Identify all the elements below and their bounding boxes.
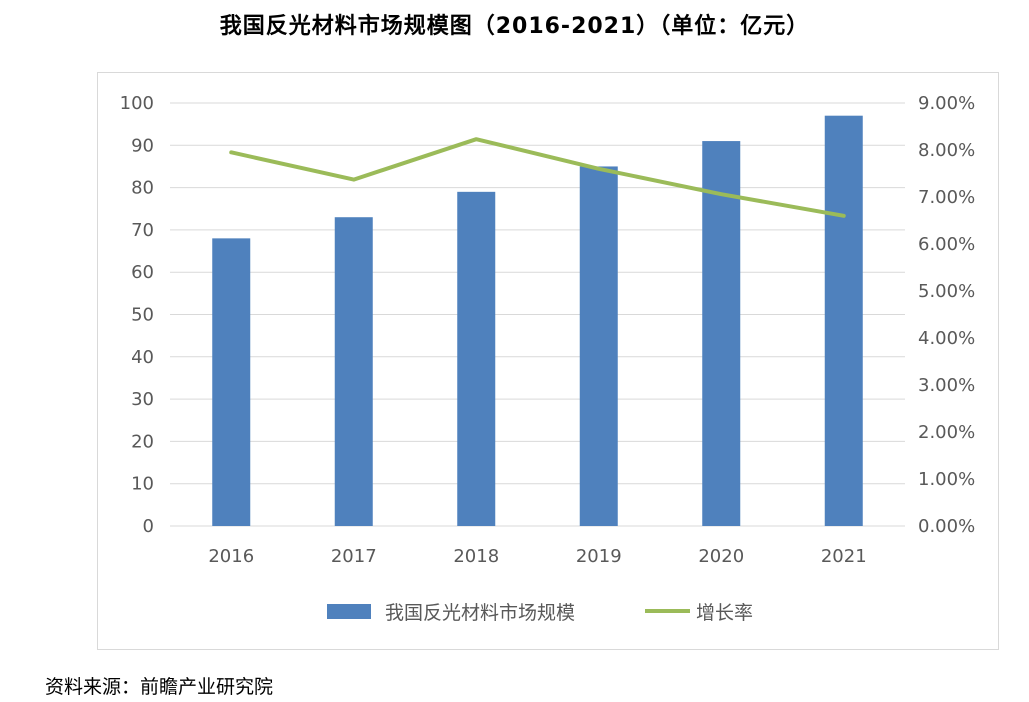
legend-bar-label: 我国反光材料市场规模 bbox=[385, 602, 575, 624]
x-tick-label: 2017 bbox=[331, 546, 377, 567]
x-tick-label: 2021 bbox=[821, 546, 867, 567]
right-tick-label: 2.00% bbox=[918, 422, 975, 443]
legend: 我国反光材料市场规模 增长率 bbox=[327, 602, 753, 624]
gridlines bbox=[170, 102, 905, 527]
right-tick-label: 0.00% bbox=[918, 516, 975, 537]
left-tick-label: 0 bbox=[143, 516, 154, 537]
left-tick-label: 90 bbox=[131, 135, 154, 156]
left-tick-label: 50 bbox=[131, 305, 154, 326]
left-tick-label: 40 bbox=[131, 347, 154, 368]
right-tick-label: 8.00% bbox=[918, 140, 975, 161]
left-tick-label: 100 bbox=[120, 93, 154, 114]
right-tick-label: 7.00% bbox=[918, 187, 975, 208]
left-axis-ticks: 0 10 20 30 40 50 60 70 80 90 100 bbox=[120, 93, 154, 537]
bar-series bbox=[212, 115, 863, 527]
legend-bar-swatch bbox=[327, 604, 371, 619]
right-axis-ticks: 0.00% 1.00% 2.00% 3.00% 4.00% 5.00% 6.00% 7.00%… bbox=[918, 93, 975, 537]
right-tick-label: 4.00% bbox=[918, 328, 975, 349]
bar-2017 bbox=[334, 217, 373, 526]
growth-rate-line bbox=[229, 137, 846, 218]
left-tick-label: 30 bbox=[131, 389, 154, 410]
source-note: 资料来源：前瞻产业研究院 bbox=[45, 676, 274, 698]
left-tick-label: 70 bbox=[131, 220, 154, 241]
x-axis-ticks: 2016 2017 2018 2019 2020 2021 bbox=[208, 546, 866, 567]
right-tick-label: 1.00% bbox=[918, 469, 975, 490]
left-tick-label: 10 bbox=[131, 474, 154, 495]
right-tick-label: 6.00% bbox=[918, 234, 975, 255]
chart-title: 我国反光材料市场规模图（2016-2021）（单位：亿元） bbox=[219, 14, 810, 39]
left-tick-label: 60 bbox=[131, 262, 154, 283]
left-tick-label: 80 bbox=[131, 178, 154, 199]
x-tick-label: 2018 bbox=[453, 546, 499, 567]
bar-2021 bbox=[824, 115, 863, 526]
bar-2019 bbox=[579, 166, 618, 526]
legend-line-label: 增长率 bbox=[696, 602, 753, 624]
right-tick-label: 9.00% bbox=[918, 93, 975, 114]
bar-2016 bbox=[212, 238, 251, 527]
bar-2018 bbox=[457, 191, 496, 526]
x-tick-label: 2019 bbox=[576, 546, 622, 567]
bar-2020 bbox=[702, 141, 741, 526]
left-tick-label: 20 bbox=[131, 431, 154, 452]
chart-frame bbox=[97, 72, 999, 650]
line-series bbox=[229, 137, 846, 218]
right-tick-label: 3.00% bbox=[918, 375, 975, 396]
right-tick-label: 5.00% bbox=[918, 281, 975, 302]
x-tick-label: 2020 bbox=[698, 546, 744, 567]
x-tick-label: 2016 bbox=[208, 546, 254, 567]
